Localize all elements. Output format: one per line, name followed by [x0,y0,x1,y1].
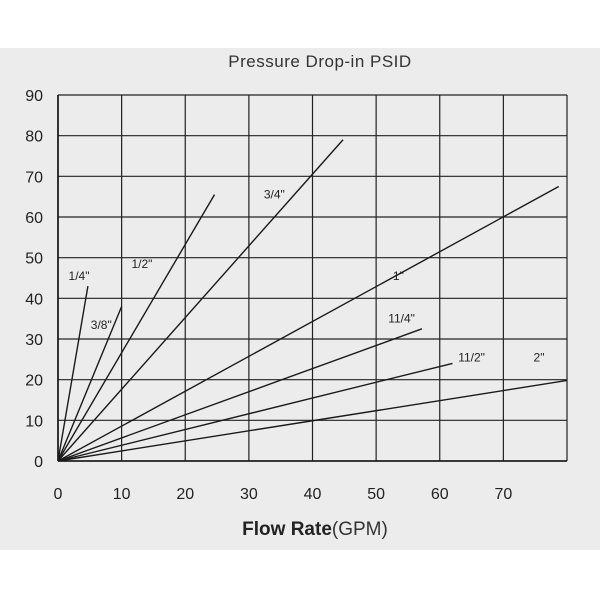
x-axis-label-unit: (GPM) [331,519,388,540]
series-line [57,306,123,462]
series-line [57,362,453,462]
x-tick-label: 0 [54,486,63,503]
x-tick-label: 40 [304,486,322,503]
y-tick-label: 10 [25,413,43,430]
series-label: 3/8" [91,318,112,332]
y-tick-label: 60 [25,210,43,227]
y-tick-label: 20 [25,373,43,390]
x-axis-label: Flow Rate(GPM) [0,519,600,541]
y-tick-label: 70 [25,169,43,186]
x-tick-label: 30 [240,486,258,503]
y-tick-label: 80 [25,129,43,146]
x-tick-label: 20 [176,486,194,503]
series-label: 3/4" [264,188,285,202]
series-label: 11/4" [388,312,415,326]
series-line [57,328,423,462]
x-axis-label-main: Flow Rate [242,519,332,540]
chart-title: Pressure Drop-in PSID [228,52,412,71]
x-tick-label: 10 [113,486,131,503]
series-label: 1/4" [69,269,90,283]
y-tick-label: 30 [25,332,43,349]
series-line [57,139,344,462]
series-line [57,194,216,462]
series-line [57,286,89,462]
y-tick-label: 0 [34,454,43,471]
x-tick-label: 60 [431,486,449,503]
series-label: 1" [393,269,404,283]
y-tick-label: 50 [25,251,43,268]
y-tick-label: 40 [25,291,43,308]
series-label: 1/2" [132,257,153,271]
y-tick-label: 90 [25,88,43,105]
x-tick-label: 70 [494,486,512,503]
series-line [57,379,568,462]
x-tick-label: 50 [367,486,385,503]
chart-panel [0,48,600,550]
series-label: 11/2" [458,350,485,364]
series-label: 2" [534,350,545,364]
series-line [57,185,560,462]
